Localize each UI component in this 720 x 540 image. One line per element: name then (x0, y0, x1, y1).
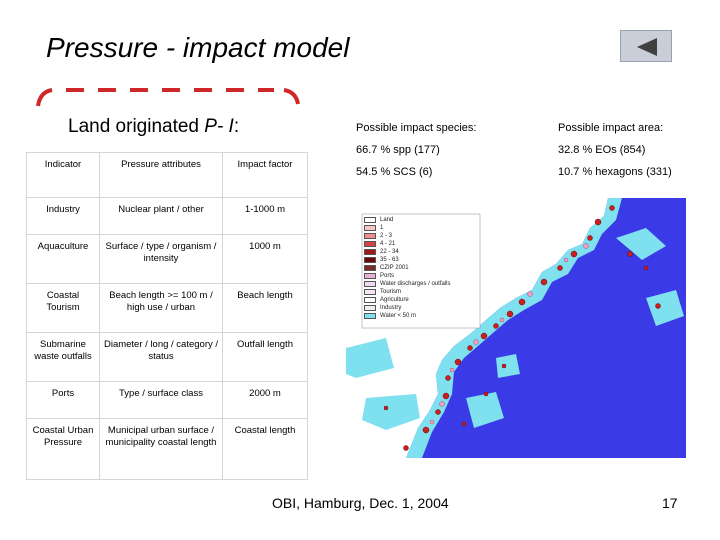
dashed-bracket (36, 88, 300, 107)
legend-item: Land (364, 216, 476, 224)
table-cell: Type / surface class (99, 381, 223, 419)
subtitle: Land originated P- I: (68, 116, 239, 138)
table-row: Coastal Urban Pressure Municipal urban s… (26, 418, 308, 480)
legend-item: Ports (364, 272, 476, 280)
back-arrow-icon (637, 38, 657, 56)
legend-item: 1 (364, 224, 476, 232)
table-cell: Municipal urban surface / municipality c… (99, 418, 223, 480)
table-cell: Coastal Urban Pressure (26, 418, 100, 480)
legend-swatch (364, 217, 376, 223)
table-cell: 2000 m (222, 381, 308, 419)
subtitle-prefix: Land originated (68, 116, 199, 137)
table-row: Ports Type / surface class 2000 m (26, 381, 308, 419)
legend-swatch (364, 273, 376, 279)
species-label: Possible impact species: (356, 122, 477, 134)
species-value-2: 54.5 % SCS (6) (356, 166, 433, 178)
header-impact-factor: Impact factor (222, 152, 308, 198)
table-cell: Outfall length (222, 332, 308, 382)
map-legend: Land 1 2 - 3 4 - 21 22 - 34 35 - 63 CZIP… (364, 216, 476, 320)
legend-swatch (364, 225, 376, 231)
table-row: Submarine waste outfalls Diameter / long… (26, 332, 308, 382)
legend-item: Industry (364, 304, 476, 312)
header-indicator: Indicator (26, 152, 100, 198)
table-cell: Submarine waste outfalls (26, 332, 100, 382)
table-cell: Surface / type / organism / intensity (99, 234, 223, 284)
pressure-table: Indicator Pressure attributes Impact fac… (26, 152, 308, 480)
legend-swatch (364, 257, 376, 263)
table-cell: Industry (26, 197, 100, 235)
footer-text: OBI, Hamburg, Dec. 1, 2004 (272, 495, 449, 511)
subtitle-italic: P- I (204, 116, 234, 137)
area-value-1: 32.8 % EOs (854) (558, 144, 646, 156)
table-row: Industry Nuclear plant / other 1-1000 m (26, 197, 308, 235)
legend-item: Water < 50 m (364, 312, 476, 320)
legend-item: Water discharges / outfalls (364, 280, 476, 288)
table-cell: Beach length (222, 283, 308, 333)
legend-item: 22 - 34 (364, 248, 476, 256)
legend-item: 4 - 21 (364, 240, 476, 248)
area-value-2: 10.7 % hexagons (331) (558, 166, 672, 178)
area-label: Possible impact area: (558, 122, 664, 134)
table-row: Aquaculture Surface / type / organism / … (26, 234, 308, 284)
back-button[interactable] (620, 30, 672, 62)
legend-swatch (364, 313, 376, 319)
legend-swatch (364, 241, 376, 247)
table-cell: Beach length >= 100 m / high use / urban (99, 283, 223, 333)
legend-swatch (364, 281, 376, 287)
table-cell: Coastal length (222, 418, 308, 480)
legend-swatch (364, 249, 376, 255)
table-cell: 1000 m (222, 234, 308, 284)
legend-item: 35 - 63 (364, 256, 476, 264)
impact-map: Land 1 2 - 3 4 - 21 22 - 34 35 - 63 CZIP… (346, 198, 686, 458)
species-value-1: 66.7 % spp (177) (356, 144, 440, 156)
table-cell: Coastal Tourism (26, 283, 100, 333)
table-cell: Ports (26, 381, 100, 419)
table-header-row: Indicator Pressure attributes Impact fac… (26, 152, 308, 198)
map-graphic (346, 198, 684, 458)
slide-title: Pressure - impact model (46, 32, 350, 63)
table-cell: 1-1000 m (222, 197, 308, 235)
legend-swatch (364, 265, 376, 271)
legend-swatch (364, 233, 376, 239)
legend-swatch (364, 305, 376, 311)
legend-item: Tourism (364, 288, 476, 296)
table-cell: Aquaculture (26, 234, 100, 284)
table-cell: Diameter / long / category / status (99, 332, 223, 382)
page-number: 17 (662, 495, 678, 511)
legend-swatch (364, 297, 376, 303)
legend-item: CZIP 2001 (364, 264, 476, 272)
header-pressure-attributes: Pressure attributes (99, 152, 223, 198)
legend-item: 2 - 3 (364, 232, 476, 240)
subtitle-suffix: : (233, 116, 240, 137)
table-cell: Nuclear plant / other (99, 197, 223, 235)
legend-swatch (364, 289, 376, 295)
legend-item: Agriculture (364, 296, 476, 304)
table-row: Coastal Tourism Beach length >= 100 m / … (26, 283, 308, 333)
